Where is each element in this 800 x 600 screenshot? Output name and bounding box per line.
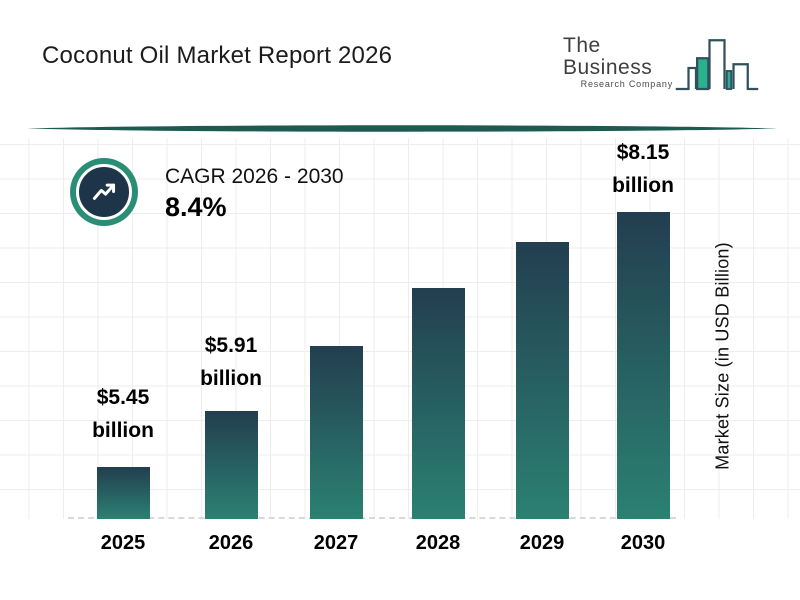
value-label-2026: $5.91 billion <box>166 329 296 395</box>
trend-up-icon <box>70 158 138 226</box>
trend-up-icon-circle <box>76 164 132 220</box>
bar-2030 <box>617 212 670 519</box>
page-title: Coconut Oil Market Report 2026 <box>42 42 393 69</box>
cagr-label: CAGR 2026 - 2030 <box>165 165 344 188</box>
value-label-2030: $8.15 billion <box>578 136 708 202</box>
value-label-2025: $5.45 billion <box>58 381 188 447</box>
value-label-line2: billion <box>612 174 674 197</box>
bar-2029 <box>516 242 569 519</box>
bar-chart-logo-icon <box>675 39 759 91</box>
bar-2028 <box>412 288 465 519</box>
year-label-2029: 2029 <box>519 532 565 554</box>
logo-name: The Business <box>563 34 653 79</box>
bar-2027 <box>310 346 363 519</box>
value-label-line2: billion <box>92 419 154 442</box>
company-logo: The Business Research Company <box>563 30 759 96</box>
logo-subtitle: Research Company <box>580 79 673 89</box>
year-label-2028: 2028 <box>415 532 461 554</box>
company-logo-text: The Business Research Company <box>563 35 673 90</box>
bar-2026 <box>205 411 258 519</box>
year-label-2025: 2025 <box>100 532 146 554</box>
cagr-text: CAGR 2026 - 2030 8.4% <box>165 158 344 223</box>
value-label-line1: $8.15 <box>616 141 670 164</box>
trend-arrow-glyph <box>92 183 116 200</box>
y-axis-title: Market Size (in USD Billion) <box>712 242 733 470</box>
cagr-value: 8.4% <box>165 192 227 222</box>
dashed-baseline <box>68 517 676 519</box>
value-label-line1: $5.45 <box>96 386 150 409</box>
year-label-2026: 2026 <box>208 532 254 554</box>
value-label-line2: billion <box>200 367 262 390</box>
bar-2025 <box>97 467 150 519</box>
value-label-line1: $5.91 <box>204 334 258 357</box>
divider-line <box>27 125 777 132</box>
year-label-2030: 2030 <box>620 532 666 554</box>
year-label-2027: 2027 <box>313 532 359 554</box>
chart-area: CAGR 2026 - 2030 8.4% $5.45 billion $5.9… <box>0 138 800 519</box>
cagr-badge: CAGR 2026 - 2030 8.4% <box>70 158 344 226</box>
